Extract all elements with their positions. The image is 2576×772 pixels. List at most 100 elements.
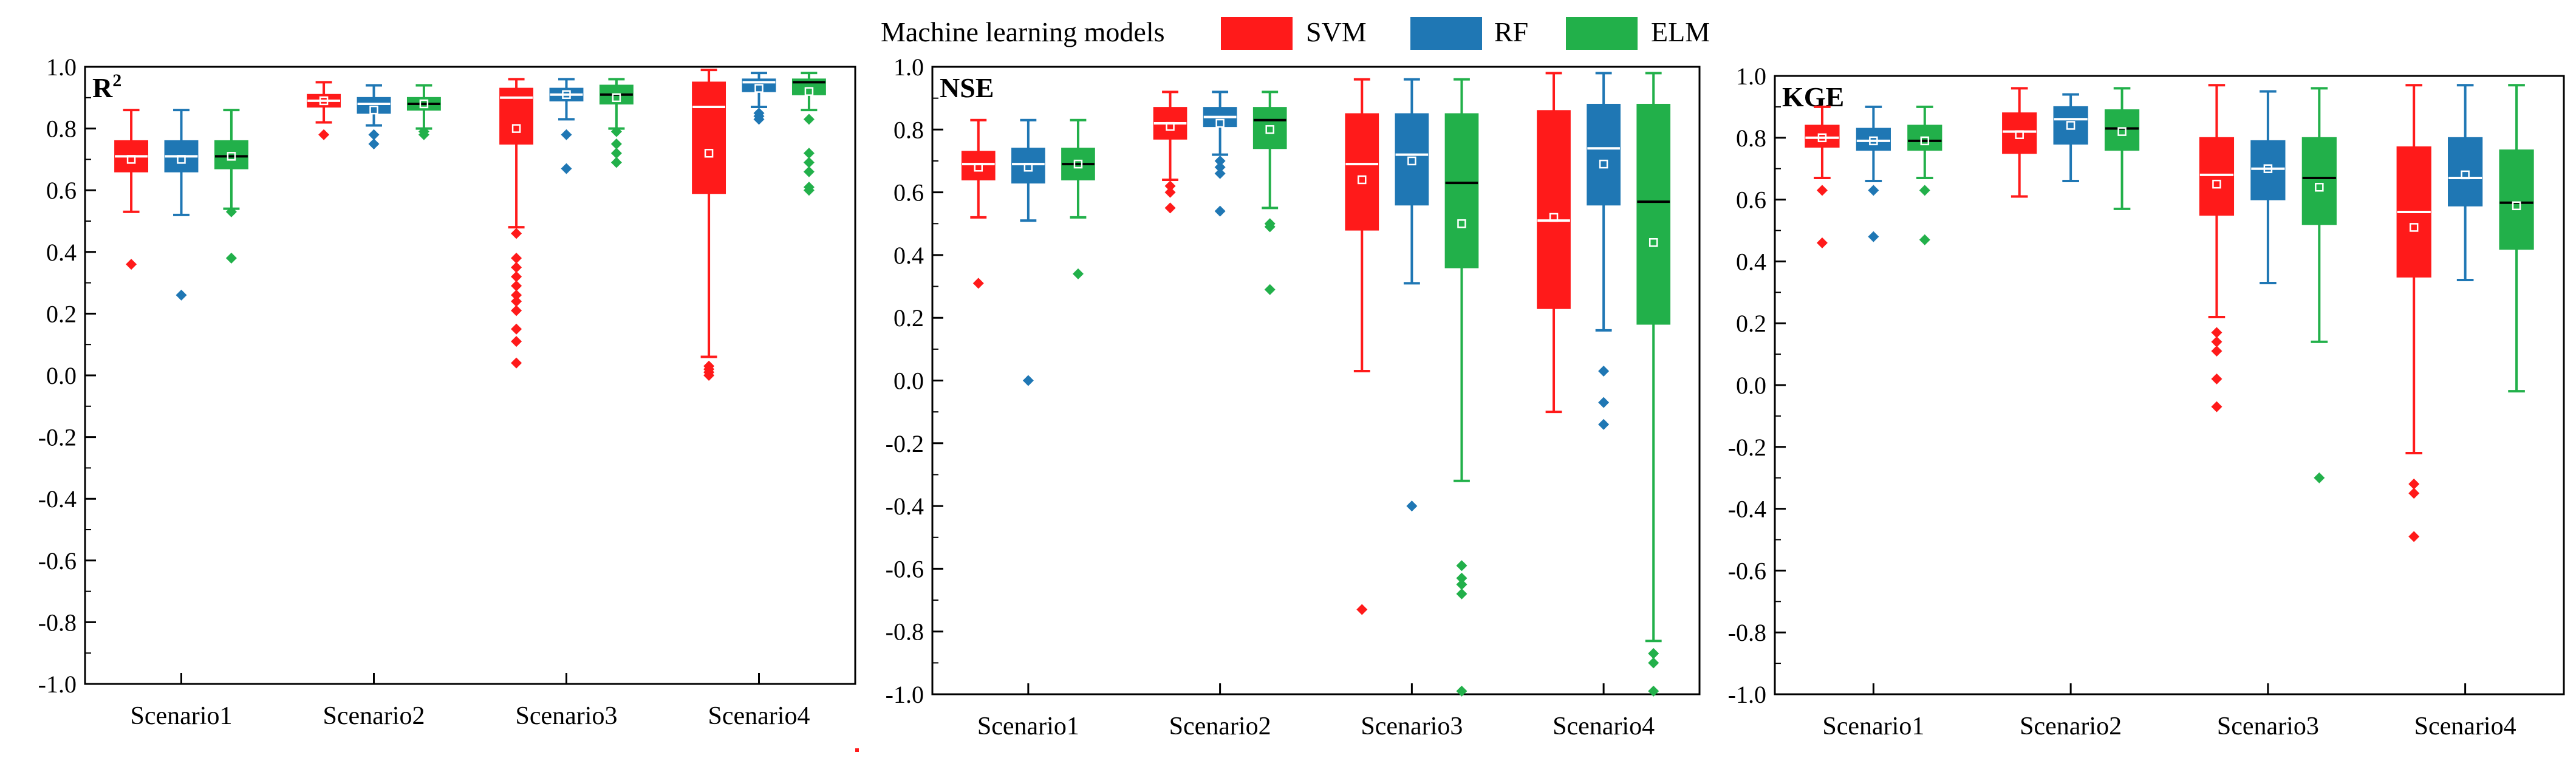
outlier-point-svm: [511, 271, 522, 282]
outlier-point-elm: [610, 126, 622, 137]
outlier-point-svm: [1816, 185, 1828, 196]
outlier-point-svm: [126, 259, 137, 270]
box-rf: [1856, 128, 1891, 151]
outlier-point-elm: [1648, 647, 1659, 659]
outlier-point-svm: [1164, 180, 1176, 192]
y-tick-label-r2: -0.2: [38, 424, 77, 451]
panel-title-nse: NSE: [940, 72, 994, 103]
outlier-point-elm: [418, 129, 429, 140]
box-rf: [2053, 106, 2088, 145]
mean-marker-svm: [126, 155, 136, 164]
plot-frame-r2: [84, 66, 856, 685]
box-elm: [2104, 109, 2140, 151]
outlier-point-rf: [1214, 162, 1226, 173]
box-svm: [692, 81, 726, 194]
outlier-point-svm: [703, 370, 715, 381]
legend-swatch-elm: [1566, 17, 1638, 50]
plot-frame-kge: [1774, 75, 2565, 695]
outlier-point-svm: [2408, 478, 2420, 490]
y-tick-label-nse: -0.4: [886, 493, 924, 520]
outlier-point-rf: [1598, 418, 1610, 430]
outlier-point-svm: [511, 305, 522, 316]
mean-marker-rf: [2263, 164, 2273, 173]
box-elm: [2499, 149, 2534, 250]
outlier-point-elm: [803, 157, 815, 168]
box-rf: [1395, 113, 1429, 206]
mean-marker-elm: [1648, 237, 1658, 247]
outlier-point-elm: [803, 166, 815, 177]
outlier-point-elm: [1648, 657, 1659, 669]
outlier-point-elm: [803, 114, 815, 125]
y-tick-label-kge: -0.8: [1728, 619, 1766, 646]
mean-marker-rf: [177, 155, 186, 164]
outlier-point-svm: [2408, 488, 2420, 499]
x-category-label-nse: Scenario1: [977, 712, 1079, 740]
y-tick-label-kge: 0.8: [1736, 125, 1766, 152]
mean-marker-rf: [1599, 159, 1608, 169]
mean-marker-rf: [369, 105, 378, 115]
outlier-point-rf: [561, 163, 572, 174]
y-tick-label-nse: -0.2: [886, 430, 924, 457]
y-tick-label-nse: 0.4: [893, 242, 924, 269]
mean-marker-svm: [319, 96, 329, 106]
box-rf: [357, 97, 391, 114]
x-category-label-nse: Scenario3: [1361, 712, 1463, 740]
outlier-point-svm: [511, 336, 522, 347]
panel-title-superscript: 2: [112, 70, 121, 91]
outlier-point-rf: [1598, 397, 1610, 408]
outlier-point-svm: [1816, 237, 1828, 248]
box-rf: [2250, 140, 2286, 200]
y-tick-label-r2: -0.4: [38, 485, 77, 513]
outlier-point-elm: [1264, 284, 1276, 295]
mean-marker-svm: [1549, 213, 1559, 222]
y-tick-label-kge: 0.2: [1736, 310, 1766, 337]
y-tick-label-r2: 0.6: [46, 177, 77, 204]
outlier-point-svm: [2211, 346, 2222, 357]
legend-item-elm: ELM: [1566, 16, 1710, 50]
x-category-label-kge: Scenario4: [2414, 712, 2516, 740]
legend-item-rf: RF: [1410, 16, 1528, 50]
outlier-point-svm: [2211, 327, 2222, 338]
legend: Machine learning models SVM RF ELM: [881, 16, 1710, 50]
outlier-point-rf: [1868, 231, 1879, 242]
y-tick-label-kge: 0.0: [1736, 372, 1766, 399]
mean-marker-rf: [1023, 163, 1033, 172]
mean-marker-svm: [1166, 121, 1175, 131]
mean-marker-rf: [1869, 136, 1878, 146]
outlier-point-rf: [1214, 155, 1226, 166]
box-svm: [2199, 137, 2235, 216]
y-tick-label-kge: 1.0: [1736, 63, 1766, 90]
outlier-point-elm: [1456, 685, 1467, 697]
legend-label-svm: SVM: [1306, 16, 1367, 47]
y-tick-label-nse: 0.8: [893, 116, 924, 143]
y-tick-label-nse: 0.6: [893, 179, 924, 207]
x-category-label-kge: Scenario1: [1822, 712, 1924, 740]
mean-marker-elm: [612, 93, 621, 103]
mean-marker-svm: [2409, 223, 2419, 232]
mean-marker-rf: [2461, 170, 2470, 180]
panel-r2: 1.0 0.8 0.6 0.4 0.2 0.0 -0.2 -0.4 -0.6 -0.8 -1.0 Sc…: [38, 53, 856, 730]
legend-title: Machine learning models: [881, 16, 1165, 47]
mean-marker-svm: [704, 148, 714, 158]
x-category-label-r2: Scenario3: [516, 702, 618, 730]
outlier-point-svm: [511, 357, 522, 369]
y-tick-label-kge: -0.4: [1728, 496, 1766, 523]
y-tick-label-nse: 0.0: [893, 367, 924, 395]
mean-marker-elm: [2117, 127, 2127, 136]
outlier-point-elm: [1648, 685, 1659, 697]
outlier-point-rf: [1214, 168, 1226, 179]
outlier-point-elm: [803, 185, 815, 196]
y-tick-label-r2: 0.0: [46, 362, 77, 389]
outlier-point-svm: [511, 323, 522, 335]
mean-marker-rf: [562, 90, 571, 99]
panel-kge: 1.0 0.8 0.6 0.4 0.2 0.0 -0.2 -0.4 -0.6 -0.8 -1.0 Sc…: [1728, 63, 2565, 740]
mean-marker-elm: [1920, 136, 1930, 146]
box-elm: [1444, 113, 1479, 268]
y-tick-label-nse: -0.6: [886, 555, 924, 582]
outlier-point-svm: [511, 262, 522, 273]
mean-marker-elm: [2315, 182, 2324, 192]
mean-marker-rf: [754, 84, 764, 93]
mean-marker-elm: [1457, 219, 1466, 228]
legend-swatch-svm: [1221, 17, 1293, 50]
stray-mark: [855, 748, 859, 752]
